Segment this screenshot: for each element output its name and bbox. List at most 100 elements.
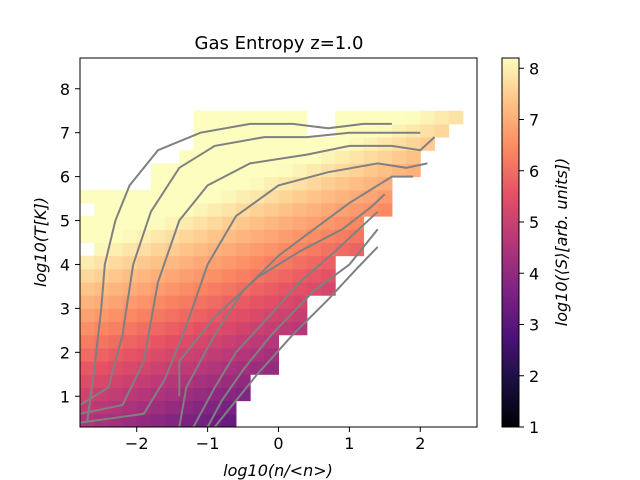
heatmap-cell [80,229,95,243]
heatmap-cell [264,189,279,204]
heatmap-cell [122,295,138,309]
heatmap-cell [165,176,180,191]
heatmap-cell [221,321,237,336]
colorbar-tick-label: 8 [529,59,539,78]
heatmap-cell [278,163,294,178]
heatmap-cell [80,334,95,349]
heatmap-cell [264,229,279,243]
heatmap-cell [193,361,209,375]
y-tick-label: 4 [60,255,70,274]
heatmap-cell [278,255,294,270]
heatmap-cell [80,295,95,309]
heatmap-cell [108,268,124,283]
heatmap-cell [335,242,350,257]
heatmap-cell [165,268,180,283]
heatmap-cell [250,163,265,178]
heatmap-cell [235,347,251,362]
heatmap-cell [420,110,435,125]
x-axis-label: log10(n/<n>) [223,461,333,480]
heatmap-cell [363,110,379,125]
heatmap-cell [165,295,180,309]
heatmap-cell [94,361,109,375]
heatmap-cell [179,282,194,296]
heatmap-cell [363,202,379,217]
heatmap-cell [207,110,223,125]
colorbar-tick-label: 1 [529,418,539,437]
heatmap-cell [136,400,152,415]
heatmap-cell [80,268,95,283]
heatmap-cell [221,334,237,349]
heatmap-cell [122,334,138,349]
heatmap-cell [321,202,336,217]
heatmap-cell [363,150,379,164]
heatmap-cell [136,295,152,309]
heatmap-cell [235,216,251,230]
heatmap-cell [108,255,124,270]
heatmap-cell [250,229,265,243]
heatmap-cell [150,413,166,428]
heatmap-cell [150,321,166,336]
heatmap-cell [165,334,180,349]
heatmap-cell [391,123,407,138]
heatmap-cell [377,163,393,178]
heatmap-cell [108,282,124,296]
heatmap-cell [235,110,251,125]
heatmap-cell [250,308,265,323]
heatmap-cell [179,295,194,309]
colorbar-tick-label: 4 [529,264,539,283]
contour-line [213,246,379,428]
heatmap-cell [165,374,180,388]
heatmap-cell [207,189,223,204]
colorbar-gradient [502,58,519,427]
heatmap-cell [278,308,294,323]
heatmap-cell [94,268,109,283]
heatmap-cell [136,387,152,402]
heatmap-cell [349,123,365,138]
heatmap-cell [179,255,194,270]
heatmap-cell [179,242,194,257]
heatmap-cell [349,229,365,243]
heatmap-cell [122,216,138,230]
heatmap-cell [122,347,138,362]
heatmap-cell [122,413,138,428]
heatmap-cell [193,163,209,178]
heatmap-cell [80,374,95,388]
heatmap-cell [179,189,194,204]
heatmap-cell [136,413,152,428]
heatmap-cell [108,308,124,323]
colorbar-tick-label: 5 [529,213,539,232]
heatmap-cell [108,189,124,204]
heatmap-cell [150,347,166,362]
heatmap-cell [193,374,209,388]
heatmap-cell [108,400,124,415]
y-axis-label: log10(T[K]) [31,197,50,287]
heatmap-cell [377,123,393,138]
heatmap-cell [264,268,279,283]
heatmap-cell [235,374,251,388]
heatmap-cell [80,347,95,362]
heatmap-cell [207,229,223,243]
heatmap-cell [207,334,223,349]
heatmap-cell [108,321,124,336]
heatmap-cell [150,361,166,375]
heatmap-cell [150,229,166,243]
heatmap-cell [193,295,209,309]
heatmap-cell [321,268,336,283]
heatmap-cell [207,268,223,283]
contour-line [79,136,436,415]
heatmap-cell [80,361,95,375]
heatmap-cell [377,189,393,204]
heatmap-cell [193,413,209,428]
heatmap-cell [207,150,223,164]
heatmap-cell [363,189,379,204]
heatmap-cell [122,229,138,243]
heatmap-cell [349,242,365,257]
heatmap-cell [207,163,223,178]
colorbar-ticks: 1 2 3 4 5 6 7 8 [519,59,539,437]
heatmap-cell [235,123,251,138]
heatmap-cell [193,387,209,402]
heatmap-cell [193,308,209,323]
heatmap-cell [306,202,322,217]
heatmap-cell [94,202,109,217]
